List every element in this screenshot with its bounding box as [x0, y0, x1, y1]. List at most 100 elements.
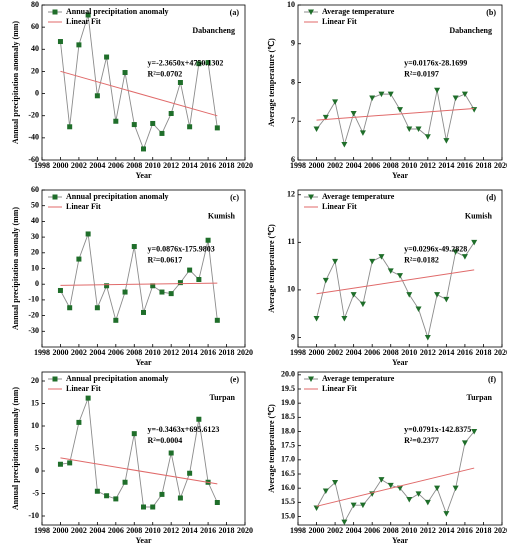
marker: [76, 42, 82, 48]
y-tick-label: -10: [28, 511, 39, 520]
marker: [424, 499, 431, 506]
marker: [378, 91, 385, 98]
marker: [378, 254, 385, 260]
x-tick-label: 2010: [145, 348, 161, 357]
marker: [332, 99, 339, 105]
marker: [67, 124, 73, 130]
fit-line: [316, 467, 475, 507]
x-tick-label: 2008: [126, 161, 142, 170]
legend-label: Linear Fit: [322, 202, 357, 211]
panel-label: (f): [488, 375, 496, 384]
marker: [434, 87, 441, 94]
marker: [187, 267, 193, 273]
y-tick-label: 20.0: [281, 370, 295, 379]
marker: [187, 124, 193, 130]
x-tick-label: 1998: [34, 526, 50, 535]
x-tick-label: 2012: [420, 348, 436, 357]
plot-frame: [297, 371, 503, 526]
x-tick-label: 2020: [237, 348, 253, 357]
marker: [461, 91, 468, 98]
x-axis-label: Year: [136, 358, 152, 367]
legend-label: Linear Fit: [66, 202, 101, 211]
marker: [332, 258, 339, 265]
y-tick-label: -5: [32, 488, 39, 497]
y-tick-label: 0: [35, 466, 39, 475]
marker: [387, 268, 394, 274]
x-tick-label: 2000: [52, 526, 68, 535]
marker: [369, 95, 376, 101]
y-axis-label: Average temperature (℃): [267, 38, 276, 127]
equation: y=0.0176x-28.1699: [404, 59, 467, 68]
equation: y=-2.3650x+4750.1302: [148, 59, 224, 68]
panel-label: (e): [230, 375, 239, 384]
marker: [313, 315, 320, 322]
marker: [196, 61, 202, 67]
r-squared: R²=0.0617: [148, 255, 183, 264]
x-tick-label: 2018: [219, 526, 235, 535]
marker: [387, 91, 394, 98]
x-tick-label: 2014: [182, 348, 198, 357]
marker: [359, 301, 366, 308]
marker: [94, 488, 100, 494]
marker: [322, 488, 329, 494]
legend-label: Annual precipitation anomaly: [66, 192, 169, 201]
marker: [67, 305, 73, 311]
site-label: Turpan: [467, 393, 493, 402]
y-tick-label: -60: [28, 155, 39, 164]
marker: [332, 480, 339, 486]
marker: [350, 502, 357, 509]
data-line: [60, 14, 218, 151]
x-tick-label: 2008: [383, 526, 399, 535]
marker: [214, 500, 220, 505]
x-tick-label: 2016: [200, 348, 216, 357]
marker: [406, 126, 413, 132]
x-tick-label: 2010: [401, 161, 417, 170]
x-tick-label: 2010: [145, 526, 161, 535]
y-tick-label: 16.0: [281, 483, 295, 492]
marker: [387, 482, 394, 489]
legend-marker: [52, 9, 58, 15]
y-tick-label: 6: [291, 155, 295, 164]
legend-marker: [52, 376, 58, 382]
x-tick-label: 1998: [290, 161, 306, 170]
marker: [406, 292, 413, 298]
x-tick-label: 2016: [457, 526, 473, 535]
y-tick-label: 18.5: [281, 412, 295, 421]
x-tick-label: 2010: [401, 348, 417, 357]
x-tick-label: 2006: [108, 526, 124, 535]
x-axis-label: Year: [392, 536, 408, 545]
data-line: [316, 242, 475, 340]
x-tick-label: 2012: [163, 348, 179, 357]
y-tick-label: 15.0: [281, 511, 295, 520]
marker: [150, 504, 156, 510]
y-tick-label: 9: [291, 332, 295, 341]
x-tick-label: 2008: [383, 348, 399, 357]
marker: [359, 130, 366, 136]
legend-marker: [308, 194, 314, 200]
x-tick-label: 2020: [237, 161, 253, 170]
x-axis-label: Year: [392, 171, 408, 180]
marker: [104, 283, 110, 289]
x-tick-label: 2014: [438, 161, 454, 170]
x-tick-label: 2018: [475, 161, 491, 170]
marker: [177, 495, 183, 501]
marker: [196, 416, 202, 422]
marker: [214, 125, 220, 131]
y-tick-label: 10: [287, 0, 295, 9]
y-tick-label: 9: [291, 39, 295, 48]
x-tick-label: 2006: [364, 161, 380, 170]
x-tick-label: 2006: [108, 348, 124, 357]
x-tick-label: 2020: [494, 526, 507, 535]
x-tick-label: 2000: [309, 348, 325, 357]
y-tick-label: 15.5: [281, 497, 295, 506]
x-tick-label: 2002: [327, 348, 343, 357]
y-tick-label: 0: [35, 88, 39, 97]
marker: [122, 70, 128, 76]
legend-label: Average temperature: [322, 192, 395, 201]
marker: [322, 114, 329, 121]
y-tick-label: 15: [31, 398, 39, 407]
marker: [350, 111, 357, 117]
x-axis-label: Year: [392, 358, 408, 367]
